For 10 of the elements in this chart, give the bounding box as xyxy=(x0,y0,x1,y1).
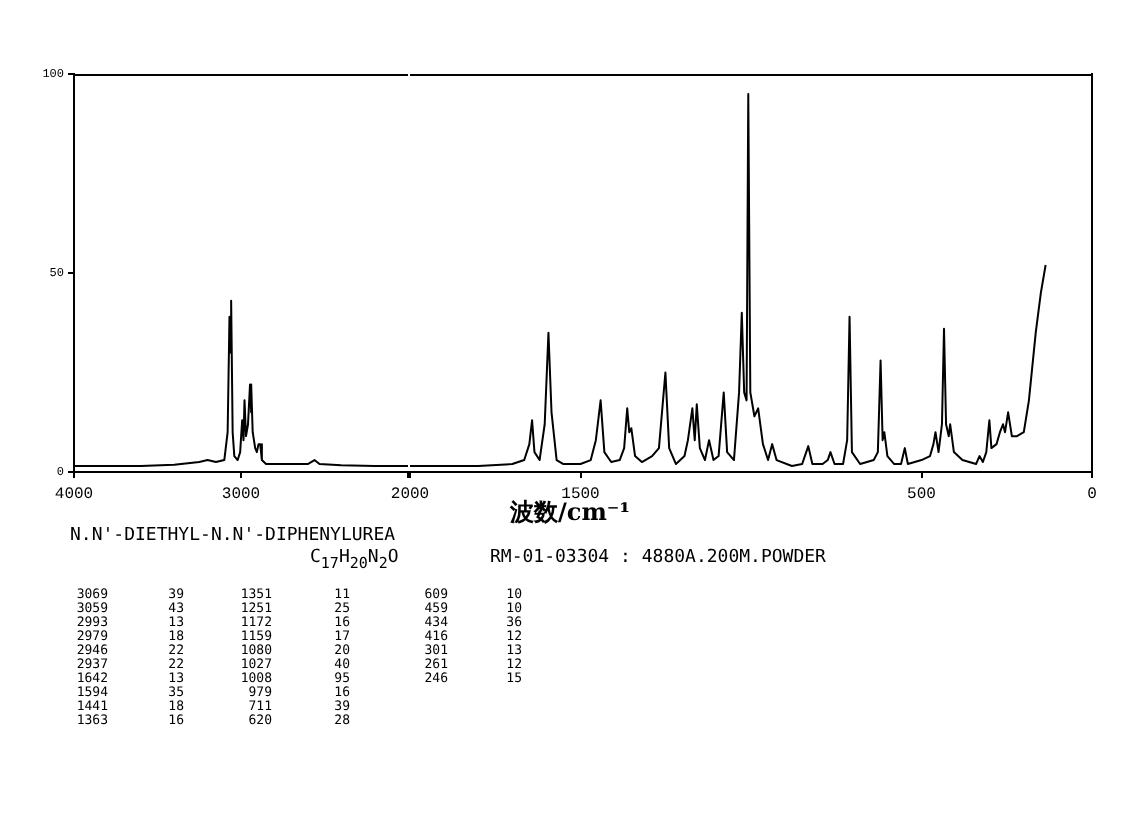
x-tick-label: 3000 xyxy=(221,485,261,504)
x-tick-label: 4000 xyxy=(54,485,94,504)
x-axis-title: 波数/cm⁻¹ xyxy=(510,498,630,526)
x-tick-label: 500 xyxy=(907,485,937,504)
text: C$_{17}$H$_{20}$N$_{2}$O xyxy=(310,546,399,576)
text: N.N'-DIETHYL-N.N'-DIPHENYLUREA xyxy=(70,524,396,548)
x-tick-label: 1500 xyxy=(561,485,601,504)
text: RM-01-03304 : 4880A.200M.POWDER xyxy=(490,546,826,570)
x-tick-label: 2000 xyxy=(390,485,430,504)
x-tick-label: 0 xyxy=(1087,485,1098,504)
